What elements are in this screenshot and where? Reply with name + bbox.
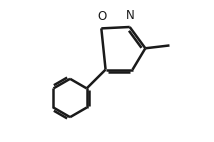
Text: N: N <box>126 9 135 22</box>
Text: O: O <box>97 10 106 23</box>
